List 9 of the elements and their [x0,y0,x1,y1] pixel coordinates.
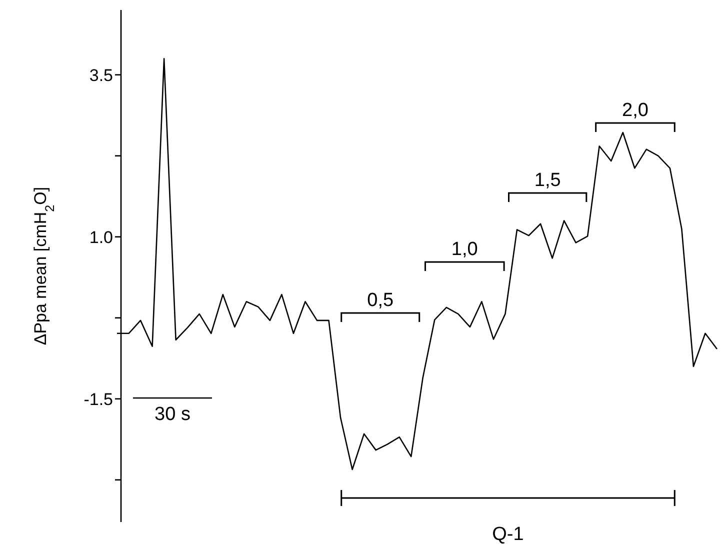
y-tick-label: 1.0 [89,228,113,247]
y-tick-label: -1.5 [84,390,113,409]
annotation: 0,5 [367,290,394,311]
annotation: 1,0 [451,239,478,260]
text: Q-1 [492,524,524,545]
annotation: 1,5 [534,170,561,191]
y-tick-label: 3.5 [89,66,113,85]
annotation: 2,0 [622,100,648,121]
annotation: 30 s [154,404,190,425]
